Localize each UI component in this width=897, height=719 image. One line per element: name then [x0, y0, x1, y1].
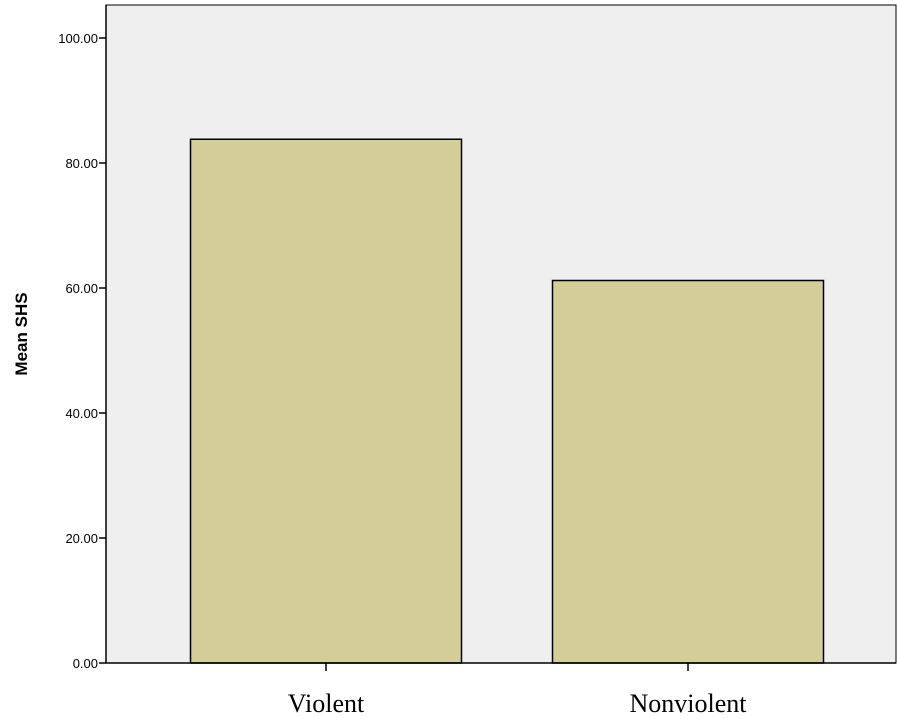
bar-violent [189, 138, 463, 664]
y-ticks-group: 0.00 20.00 40.00 60.00 80.00 100.00 [58, 31, 106, 671]
x-ticks-group: Violent Nonviolent [288, 663, 747, 718]
y-tick-label: 80.00 [65, 156, 98, 171]
x-tick-label-violent: Violent [288, 689, 365, 718]
y-tick-label: 100.00 [58, 31, 98, 46]
y-axis-label: Mean SHS [12, 292, 31, 375]
y-tick-label: 60.00 [65, 281, 98, 296]
y-tick-label: 0.00 [73, 656, 98, 671]
y-tick-label: 20.00 [65, 531, 98, 546]
x-tick-label-nonviolent: Nonviolent [630, 689, 748, 718]
bars-group [189, 138, 825, 664]
axes-group [105, 5, 896, 664]
bar-nonviolent [551, 279, 825, 664]
y-tick-label: 40.00 [65, 406, 98, 421]
